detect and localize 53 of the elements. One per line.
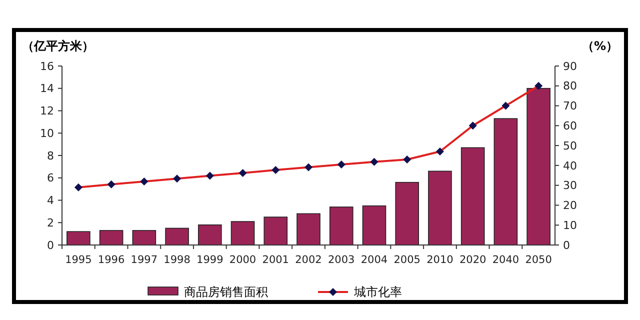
y2-tick-label: 60 [563, 120, 577, 133]
y2-tick-label: 40 [563, 159, 577, 172]
y-tick-label: 10 [40, 126, 54, 140]
bar [198, 224, 222, 246]
legend-label: 商品房销售面积 [184, 285, 268, 300]
x-tick-label: 1999 [196, 254, 224, 266]
x-tick-label: 1997 [130, 254, 158, 266]
y2-tick-label: 0 [563, 238, 570, 252]
x-tick-label: 2050 [525, 254, 552, 266]
y-tick-label: 12 [40, 104, 54, 118]
y2-tick-label: 20 [563, 199, 577, 212]
y-tick-label: 2 [47, 216, 54, 230]
x-tick-label: 2020 [459, 254, 486, 266]
bar [329, 206, 354, 246]
bar [526, 88, 550, 246]
bar [428, 170, 452, 246]
y-tick-label: 8 [47, 149, 54, 162]
x-tick-label: 1998 [164, 254, 190, 266]
y-tick-label: 16 [40, 60, 54, 73]
x-tick-label: 2005 [394, 254, 420, 266]
bar [165, 228, 189, 246]
bar [66, 231, 90, 246]
y2-tick-label: 50 [563, 139, 577, 152]
y2-axis-title: （%） [582, 39, 618, 53]
x-tick-label: 2010 [426, 254, 454, 266]
bar [460, 147, 485, 246]
bar [395, 182, 420, 246]
x-tick-label: 2003 [328, 254, 355, 266]
y-axis-title: （亿平方米） [22, 39, 94, 53]
bar [296, 213, 320, 246]
bar [494, 118, 518, 246]
y-tick-label: 6 [47, 172, 54, 185]
bar [99, 230, 124, 246]
y-tick-label: 14 [40, 82, 54, 96]
x-tick-label: 2004 [360, 254, 388, 266]
x-tick-label: 1995 [65, 254, 92, 266]
y2-tick-label: 70 [563, 100, 577, 113]
bar [132, 230, 156, 246]
y2-tick-label: 90 [563, 60, 577, 73]
y2-tick-label: 80 [563, 80, 577, 93]
x-tick-label: 1996 [98, 254, 125, 266]
y-tick-label: 4 [47, 194, 54, 208]
x-tick-label: 2002 [295, 254, 322, 266]
x-tick-label: 2001 [262, 254, 289, 266]
legend-label: 城市化率 [353, 285, 402, 300]
x-tick-label: 2040 [492, 254, 520, 266]
bar [230, 221, 255, 246]
bar [264, 216, 288, 246]
y2-tick-label: 10 [563, 218, 577, 232]
x-tick-label: 2000 [229, 254, 256, 266]
y2-tick-label: 30 [563, 179, 577, 192]
y-tick-label: 0 [47, 238, 54, 252]
bar [362, 205, 386, 246]
